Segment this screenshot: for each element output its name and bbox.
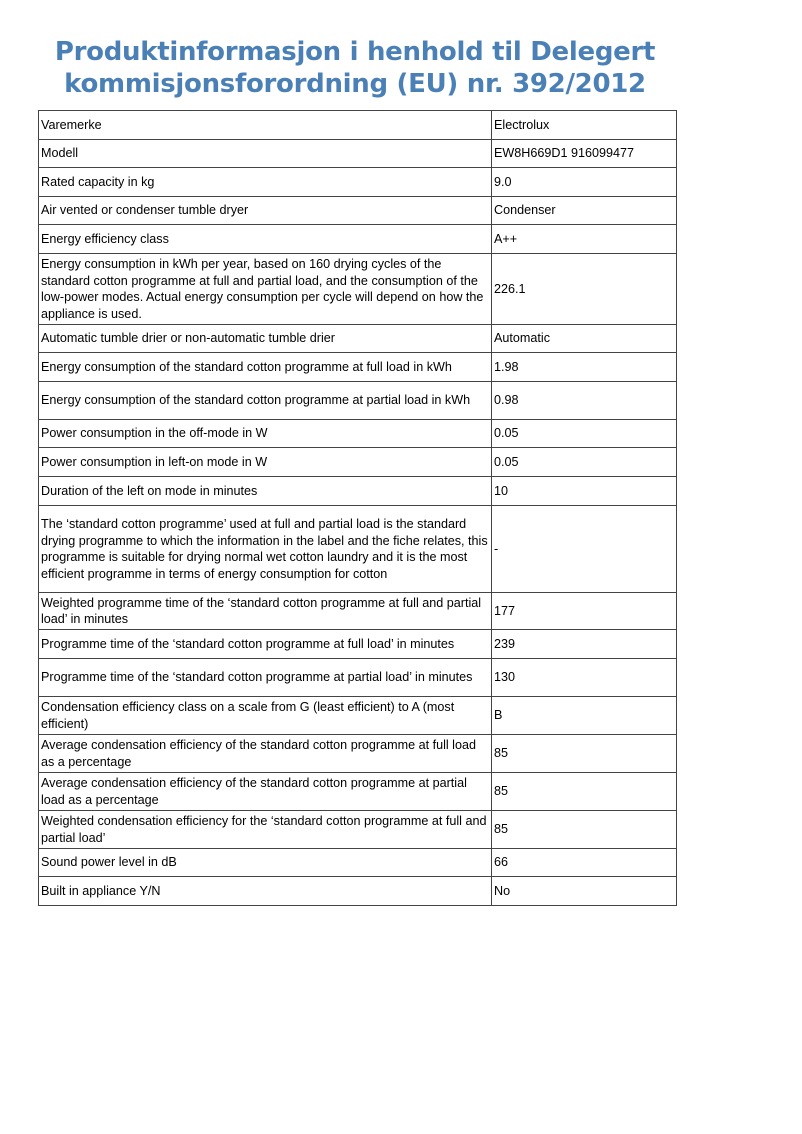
row-value: 10 — [491, 476, 677, 506]
table-row: Rated capacity in kg 9.0 — [38, 167, 677, 197]
table-row: Sound power level in dB 66 — [38, 848, 677, 877]
row-value: 177 — [491, 592, 677, 630]
table-row: Power consumption in left-on mode in W 0.… — [38, 447, 677, 477]
row-label: Energy efficiency class — [38, 224, 492, 254]
row-label: Average condensation efficiency of the s… — [38, 734, 492, 773]
table-row: Average condensation efficiency of the s… — [38, 772, 677, 811]
row-value: 226.1 — [491, 253, 677, 325]
table-row: Varemerke Electrolux — [38, 110, 677, 140]
row-value: A++ — [491, 224, 677, 254]
row-label: Energy consumption in kWh per year, base… — [38, 253, 492, 325]
row-label: Power consumption in left-on mode in W — [38, 447, 492, 477]
row-label: Built in appliance Y/N — [38, 876, 492, 906]
table-row: Weighted programme time of the ‘standard… — [38, 592, 677, 630]
row-value: - — [491, 505, 677, 593]
table-row: Energy consumption of the standard cotto… — [38, 352, 677, 382]
row-value: B — [491, 696, 677, 735]
table-row: Duration of the left on mode in minutes 1… — [38, 476, 677, 506]
row-label: Weighted programme time of the ‘standard… — [38, 592, 492, 630]
row-label: Energy consumption of the standard cotto… — [38, 381, 492, 420]
title-line-1: Produktinformasjon i henhold til Deleger… — [54, 37, 656, 67]
row-value: 85 — [491, 734, 677, 773]
table-row: Built in appliance Y/N No — [38, 876, 677, 906]
row-label: Average condensation efficiency of the s… — [38, 772, 492, 811]
table-row: Average condensation efficiency of the s… — [38, 734, 677, 773]
row-label: Weighted condensation efficiency for the… — [38, 810, 492, 849]
table-row: Condensation efficiency class on a scale… — [38, 696, 677, 735]
row-value: 9.0 — [491, 167, 677, 197]
row-value: 0.98 — [491, 381, 677, 420]
table-row: Power consumption in the off-mode in W 0.… — [38, 419, 677, 448]
product-info-table: Varemerke Electrolux Modell EW8H669D1 91609… — [38, 110, 677, 906]
row-value: 85 — [491, 772, 677, 811]
row-label: Automatic tumble drier or non-automatic … — [38, 324, 492, 353]
row-label: Programme time of the ‘standard cotton p… — [38, 629, 492, 659]
row-value: Electrolux — [491, 110, 677, 140]
row-label: Varemerke — [38, 110, 492, 140]
row-label: Energy consumption of the standard cotto… — [38, 352, 492, 382]
table-row: Weighted condensation efficiency for the… — [38, 810, 677, 849]
row-label: Duration of the left on mode in minutes — [38, 476, 492, 506]
row-value: EW8H669D1 916099477 — [491, 139, 677, 168]
row-value: Condenser — [491, 196, 677, 225]
table-row: Energy consumption of the standard cotto… — [38, 381, 677, 420]
table-row: Energy efficiency class A++ — [38, 224, 677, 254]
row-label: Air vented or condenser tumble dryer — [38, 196, 492, 225]
table-row: Air vented or condenser tumble dryer Cond… — [38, 196, 677, 225]
row-value: 239 — [491, 629, 677, 659]
row-label: Condensation efficiency class on a scale… — [38, 696, 492, 735]
row-label: Sound power level in dB — [38, 848, 492, 877]
table-row: Modell EW8H669D1 916099477 — [38, 139, 677, 168]
row-value: Automatic — [491, 324, 677, 353]
table-row: Programme time of the ‘standard cotton p… — [38, 658, 677, 697]
row-value: 1.98 — [491, 352, 677, 382]
row-label: Modell — [38, 139, 492, 168]
row-value: No — [491, 876, 677, 906]
row-value: 0.05 — [491, 419, 677, 448]
table-row: Programme time of the ‘standard cotton p… — [38, 629, 677, 659]
table-row: Automatic tumble drier or non-automatic … — [38, 324, 677, 353]
table-row: Energy consumption in kWh per year, base… — [38, 253, 677, 325]
row-label: Rated capacity in kg — [38, 167, 492, 197]
page-title: Produktinformasjon i henhold til Deleger… — [0, 36, 710, 100]
row-value: 66 — [491, 848, 677, 877]
row-value: 85 — [491, 810, 677, 849]
row-value: 0.05 — [491, 447, 677, 477]
row-value: 130 — [491, 658, 677, 697]
title-line-2: kommisjonsforordning (EU) nr. 392/2012 — [64, 69, 646, 99]
row-label: The ‘standard cotton programme’ used at … — [38, 505, 492, 593]
row-label: Power consumption in the off-mode in W — [38, 419, 492, 448]
row-label: Programme time of the ‘standard cotton p… — [38, 658, 492, 697]
table-row: The ‘standard cotton programme’ used at … — [38, 505, 677, 593]
